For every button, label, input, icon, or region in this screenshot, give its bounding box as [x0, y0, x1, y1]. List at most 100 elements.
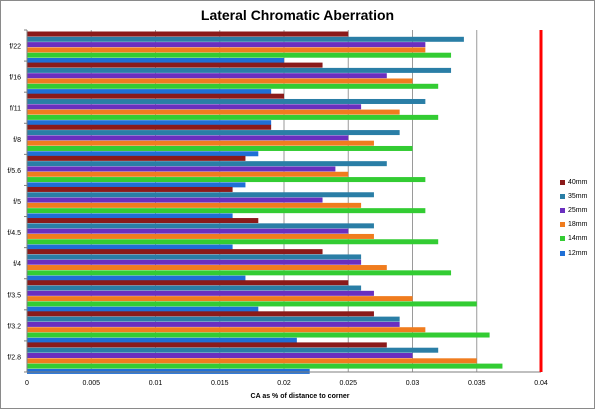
bar-35mm-f3_2 [27, 316, 400, 322]
legend-label: 14mm [568, 235, 588, 243]
bar-12mm-f4 [27, 275, 246, 281]
bar-18mm-f22 [27, 47, 426, 53]
bar-14mm-f4 [27, 270, 452, 276]
legend-label: 35mm [568, 192, 588, 200]
bar-18mm-f5 [27, 202, 362, 208]
bar-12mm-f2_8 [27, 368, 310, 374]
legend-label: 25mm [568, 206, 588, 214]
bar-35mm-f5 [27, 192, 374, 198]
bar-40mm-f5_6 [27, 155, 246, 161]
x-tick-label: 0.04 [534, 380, 548, 387]
bar-14mm-f11 [27, 114, 439, 120]
bar-35mm-f8 [27, 130, 400, 136]
bar-40mm-f3_2 [27, 311, 374, 317]
bar-25mm-f3_5 [27, 290, 374, 296]
y-tick-label: f/3.2 [7, 323, 21, 330]
legend-item-14mm: 14mm [560, 232, 594, 246]
bar-18mm-f5_6 [27, 171, 349, 177]
bar-12mm-f4_5 [27, 244, 233, 250]
x-tick-label: 0.02 [277, 380, 291, 387]
bar-18mm-f3_2 [27, 327, 426, 333]
bar-12mm-f3_5 [27, 306, 259, 312]
bar-35mm-f22 [27, 36, 464, 42]
bar-12mm-f3_2 [27, 337, 297, 343]
bar-40mm-f2_8 [27, 342, 387, 348]
bar-14mm-f16 [27, 83, 439, 89]
bar-40mm-f5 [27, 186, 233, 192]
bar-14mm-f22 [27, 52, 452, 58]
legend-item-12mm: 12mm [560, 246, 594, 260]
bar-18mm-f8 [27, 140, 374, 146]
y-tick-label: f/5 [13, 199, 21, 206]
bar-25mm-f3_2 [27, 321, 400, 327]
bar-35mm-f4 [27, 254, 362, 260]
legend: 40mm 35mm 25mm 18mm 14mm 12mm [560, 175, 594, 260]
bar-12mm-f5_6 [27, 182, 246, 188]
bar-40mm-f22 [27, 31, 349, 37]
legend-swatch [560, 250, 565, 256]
bar-35mm-f2_8 [27, 347, 439, 353]
y-tick-label: f/4 [13, 261, 21, 268]
chart-title: Lateral Chromatic Aberration [200, 7, 395, 23]
bar-14mm-f4_5 [27, 239, 439, 245]
bar-35mm-f16 [27, 67, 452, 73]
bar-25mm-f4_5 [27, 228, 349, 234]
bar-12mm-f5 [27, 213, 233, 219]
axes: 0 0.005 0.01 0.015 0.02 0.025 0.03 0.035 0.04 f/2… [7, 29, 548, 387]
bar-35mm-f4_5 [27, 223, 374, 229]
bar-14mm-f8 [27, 145, 413, 151]
bar-25mm-f16 [27, 73, 387, 79]
x-tick-label: 0.03 [406, 380, 420, 387]
bar-14mm-f3_2 [27, 332, 490, 338]
bar-12mm-f11 [27, 120, 272, 126]
bar-25mm-f22 [27, 42, 426, 48]
bar-40mm-f16 [27, 62, 323, 68]
bar-40mm-f4_5 [27, 218, 259, 224]
y-tick-label: f/16 [9, 75, 21, 82]
legend-item-25mm: 25mm [560, 203, 594, 217]
y-tick-label: f/22 [9, 44, 21, 51]
bar-14mm-f2_8 [27, 363, 503, 369]
bar-40mm-f8 [27, 124, 272, 130]
legend-swatch [560, 236, 565, 242]
y-tick-label: f/2.8 [7, 354, 21, 361]
y-tick-label: f/4.5 [7, 230, 21, 237]
x-tick-label: 0.025 [339, 380, 357, 387]
bar-18mm-f3_5 [27, 296, 413, 302]
bar-40mm-f3_5 [27, 280, 349, 286]
y-tick-label: f/3.5 [7, 292, 21, 299]
y-tick-label: f/11 [10, 106, 21, 113]
legend-item-35mm: 35mm [560, 189, 594, 203]
bar-25mm-f11 [27, 104, 362, 110]
bar-18mm-f4_5 [27, 233, 374, 239]
legend-item-40mm: 40mm [560, 175, 594, 189]
x-tick-label: 0.01 [149, 380, 163, 387]
legend-item-18mm: 18mm [560, 218, 594, 232]
bar-35mm-f3_5 [27, 285, 362, 291]
legend-label: 12mm [568, 249, 588, 257]
x-axis-title: CA as % of distance to corner [250, 393, 350, 400]
legend-swatch [560, 193, 565, 199]
bars [27, 31, 503, 374]
bar-40mm-f4 [27, 249, 323, 255]
legend-label: 18mm [568, 221, 588, 229]
bar-25mm-f2_8 [27, 353, 413, 359]
bar-25mm-f5_6 [27, 166, 336, 172]
bar-12mm-f22 [27, 58, 284, 63]
x-tick-label: 0.005 [82, 380, 100, 387]
legend-swatch [560, 179, 565, 185]
bar-12mm-f16 [27, 89, 272, 95]
legend-swatch [560, 207, 565, 213]
bar-14mm-f3_5 [27, 301, 477, 307]
bar-18mm-f16 [27, 78, 413, 84]
y-tick-label: f/8 [13, 137, 21, 144]
bar-25mm-f8 [27, 135, 349, 141]
bar-12mm-f8 [27, 151, 259, 157]
y-tick-label: f/5.6 [7, 168, 21, 175]
bar-18mm-f11 [27, 109, 400, 115]
bar-18mm-f4 [27, 265, 387, 271]
bar-25mm-f4 [27, 259, 362, 265]
bar-25mm-f5 [27, 197, 323, 203]
bar-18mm-f2_8 [27, 358, 477, 364]
x-tick-label: 0.035 [468, 380, 486, 387]
